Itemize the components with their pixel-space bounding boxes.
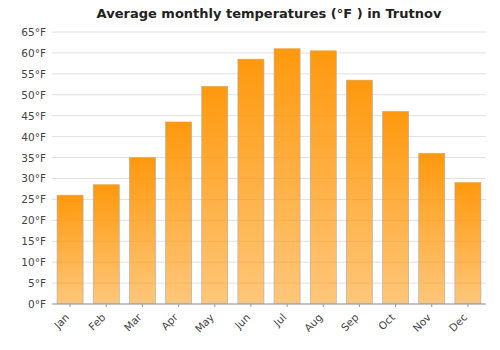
x-tick <box>323 304 324 307</box>
grid-line <box>52 73 486 74</box>
grid-line <box>52 136 486 137</box>
bar <box>129 158 155 304</box>
y-tick-label: 15°F <box>21 235 46 247</box>
x-tick-label: Aug <box>302 311 325 334</box>
x-tick <box>178 304 179 307</box>
x-tick-label: Apr <box>159 310 181 332</box>
y-tick-label: 45°F <box>21 110 46 122</box>
y-tick-label: 0°F <box>28 298 46 310</box>
y-tick-label: 60°F <box>21 47 46 59</box>
chart-title: Average monthly temperatures (°F ) in Tr… <box>97 6 442 21</box>
y-tick-label: 20°F <box>21 214 46 226</box>
x-tick-label: Nov <box>410 311 433 334</box>
x-tick <box>395 304 396 307</box>
bar <box>93 185 119 304</box>
grid-line <box>52 304 486 305</box>
y-tick-label: 40°F <box>21 131 46 143</box>
x-tick-label: Sep <box>338 311 361 334</box>
y-tick-label: 35°F <box>21 152 46 164</box>
x-tick <box>214 304 215 307</box>
x-tick-label: Oct <box>376 311 397 332</box>
grid-line <box>52 94 486 95</box>
x-tick-label: Mar <box>121 310 144 333</box>
x-tick-label: Dec <box>446 311 469 334</box>
x-tick <box>359 304 360 307</box>
chart-container: Average monthly temperatures (°F ) in Tr… <box>0 0 500 350</box>
bar <box>419 153 445 304</box>
x-tick-label: Jun <box>232 311 253 332</box>
y-tick-label: 30°F <box>21 172 46 184</box>
bar <box>455 183 481 304</box>
x-tick <box>431 304 432 307</box>
x-tick-label: Jul <box>270 311 288 329</box>
bar <box>202 86 228 304</box>
bar <box>57 195 83 304</box>
y-tick-label: 65°F <box>21 26 46 38</box>
grid-line <box>52 52 486 53</box>
x-tick <box>142 304 143 307</box>
x-tick-label: Feb <box>86 311 108 333</box>
bar <box>383 112 409 304</box>
bars <box>57 49 481 304</box>
bar <box>310 51 336 304</box>
y-tick-label: 50°F <box>21 89 46 101</box>
y-tick-label: 25°F <box>21 193 46 205</box>
grid-line <box>52 115 486 116</box>
grid-line <box>52 32 486 33</box>
x-tick <box>106 304 107 307</box>
bar <box>166 122 192 304</box>
x-tick-label: May <box>192 311 216 335</box>
x-tick <box>467 304 468 307</box>
y-tick-label: 5°F <box>28 277 46 289</box>
x-tick <box>70 304 71 307</box>
x-axis-line <box>52 304 486 305</box>
x-tick-label: Jan <box>51 311 72 332</box>
bar <box>274 49 300 304</box>
y-tick-label: 10°F <box>21 256 46 268</box>
bar <box>346 80 372 304</box>
x-tick <box>250 304 251 307</box>
y-tick-label: 55°F <box>21 68 46 80</box>
bar <box>238 59 264 304</box>
grid <box>52 32 486 304</box>
chart-svg: Average monthly temperatures (°F ) in Tr… <box>0 0 500 350</box>
x-tick <box>287 304 288 307</box>
